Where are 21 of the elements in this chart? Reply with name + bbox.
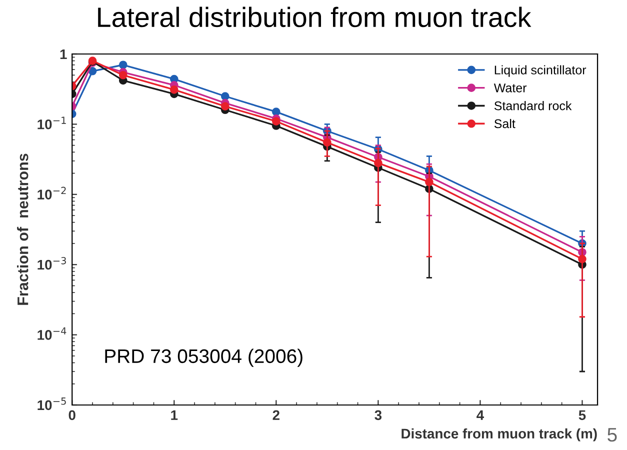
x-tick-label: 4 <box>476 410 484 420</box>
y-tick-label: 10$^{−5}$ <box>38 398 66 410</box>
legend-label: Salt <box>494 118 516 128</box>
legend-label: Water <box>494 84 527 92</box>
chart-title: Lateral distribution from muon track <box>98 6 532 28</box>
text: 5 <box>608 428 617 442</box>
x-axis-title: Distance from muon track (m) <box>402 428 597 442</box>
annotation: PRD 73 053004 (2006) <box>105 348 302 367</box>
x-tick-label: 1 <box>171 410 178 420</box>
legend-label: Liquid scintillator <box>494 65 586 77</box>
x-tick-label: 3 <box>374 410 382 420</box>
y-tick-label: 10$^{−3}$ <box>38 256 66 270</box>
y-tick-label: 10$^{−4}$ <box>38 327 66 340</box>
x-tick-label: 5 <box>578 410 586 420</box>
legend-label: Standard rock <box>494 101 572 110</box>
y-tick-label: 1 <box>60 49 67 60</box>
x-tick-label: 0 <box>68 410 76 420</box>
y-axis-title: Fraction of neutrons <box>17 154 28 305</box>
y-tick-label: 10$^{−1}$ <box>38 116 66 130</box>
y-tick-label: 10$^{−2}$ <box>38 186 66 200</box>
x-tick-label: 2 <box>272 410 280 420</box>
